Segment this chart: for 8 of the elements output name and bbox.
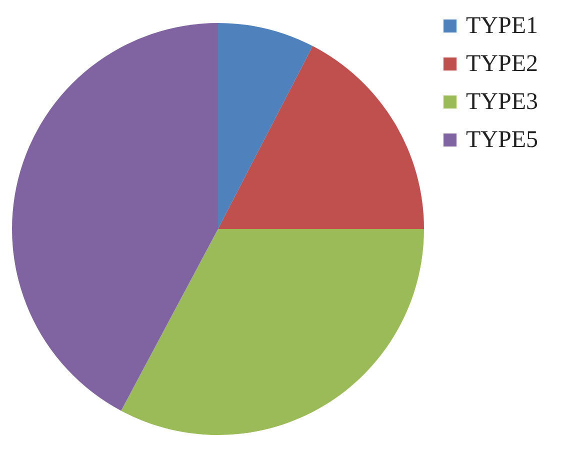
pie-slice	[218, 23, 313, 229]
legend-label: TYPE2	[466, 51, 538, 77]
pie-slice	[218, 46, 424, 229]
legend-label: TYPE5	[466, 127, 538, 153]
pie-slice	[12, 23, 218, 411]
pie-slice	[121, 229, 424, 435]
legend-label: TYPE1	[466, 13, 538, 39]
legend-label: TYPE3	[466, 89, 538, 115]
